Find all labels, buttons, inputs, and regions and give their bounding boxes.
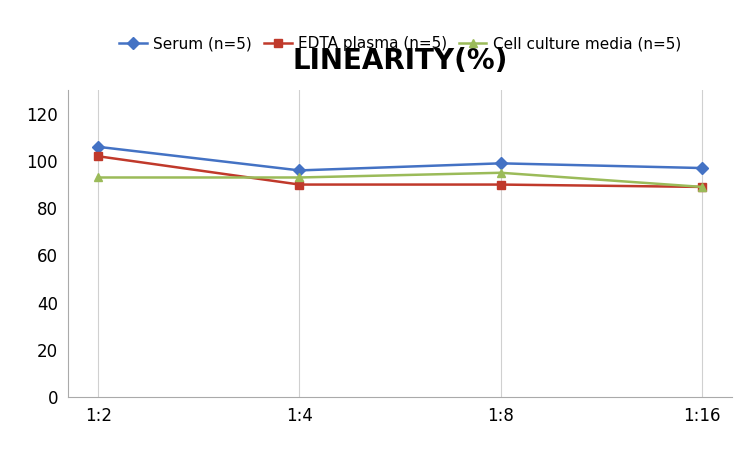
- EDTA plasma (n=5): [295, 182, 304, 187]
- Line: EDTA plasma (n=5): EDTA plasma (n=5): [94, 152, 707, 191]
- Serum (n=5): [295, 168, 304, 173]
- Serum (n=5): [698, 166, 707, 171]
- Line: Cell culture media (n=5): Cell culture media (n=5): [94, 169, 707, 191]
- Cell culture media (n=5): [295, 175, 304, 180]
- Legend: Serum (n=5), EDTA plasma (n=5), Cell culture media (n=5): Serum (n=5), EDTA plasma (n=5), Cell cul…: [113, 30, 687, 58]
- EDTA plasma (n=5): [94, 153, 103, 159]
- Cell culture media (n=5): [698, 184, 707, 189]
- Line: Serum (n=5): Serum (n=5): [94, 143, 707, 175]
- Serum (n=5): [496, 161, 505, 166]
- Cell culture media (n=5): [94, 175, 103, 180]
- EDTA plasma (n=5): [496, 182, 505, 187]
- Serum (n=5): [94, 144, 103, 150]
- Cell culture media (n=5): [496, 170, 505, 175]
- EDTA plasma (n=5): [698, 184, 707, 189]
- Title: LINEARITY(%): LINEARITY(%): [292, 47, 508, 75]
